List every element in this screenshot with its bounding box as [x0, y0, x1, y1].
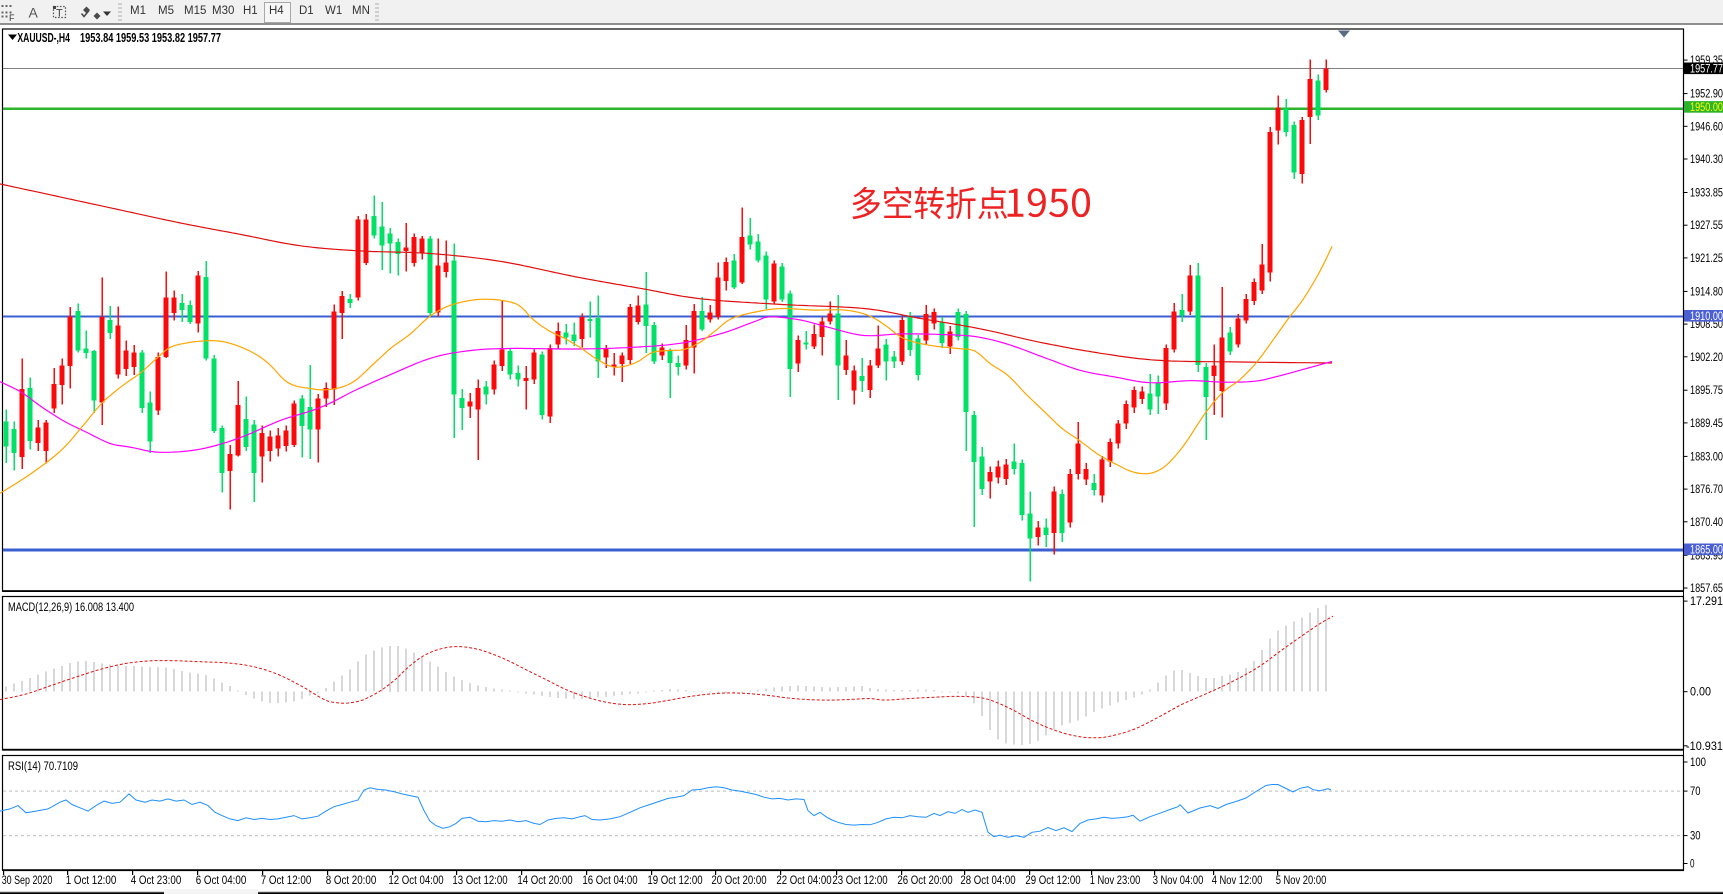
svg-text:1940.30: 1940.30 — [1690, 154, 1723, 166]
svg-text:8 Oct 20:00: 8 Oct 20:00 — [326, 875, 377, 887]
svg-text:T: T — [56, 8, 63, 20]
svg-text:6 Oct 04:00: 6 Oct 04:00 — [196, 875, 247, 887]
svg-text:28 Oct 04:00: 28 Oct 04:00 — [960, 875, 1015, 887]
svg-text:1 Oct 12:00: 1 Oct 12:00 — [66, 875, 117, 887]
svg-text:1895.75: 1895.75 — [1690, 385, 1723, 397]
svg-text:17.291: 17.291 — [1690, 596, 1723, 608]
svg-text:XAUUSD-,H4: XAUUSD-,H4 — [17, 31, 70, 45]
svg-text:A: A — [29, 5, 39, 21]
svg-text:1952.90: 1952.90 — [1690, 89, 1723, 101]
svg-text:1921.25: 1921.25 — [1690, 253, 1723, 265]
svg-text:1870.40: 1870.40 — [1690, 517, 1723, 529]
svg-text:1914.80: 1914.80 — [1690, 286, 1723, 298]
svg-text:26 Oct 20:00: 26 Oct 20:00 — [897, 875, 952, 887]
svg-text:5 Nov 20:00: 5 Nov 20:00 — [1276, 875, 1327, 887]
svg-text:23 Oct 12:00: 23 Oct 12:00 — [832, 875, 887, 887]
svg-text:1 Nov 23:00: 1 Nov 23:00 — [1090, 875, 1141, 887]
svg-text:22 Oct 04:00: 22 Oct 04:00 — [776, 875, 831, 887]
svg-text:13 Oct 12:00: 13 Oct 12:00 — [452, 875, 507, 887]
svg-text:RSI(14) 70.7109: RSI(14) 70.7109 — [8, 761, 78, 773]
svg-text:7 Oct 12:00: 7 Oct 12:00 — [261, 875, 312, 887]
svg-text:1857.65: 1857.65 — [1690, 583, 1723, 595]
svg-text:19 Oct 12:00: 19 Oct 12:00 — [647, 875, 702, 887]
svg-text:1865.00: 1865.00 — [1690, 545, 1723, 557]
svg-text:1946.60: 1946.60 — [1690, 121, 1723, 133]
svg-text:16 Oct 04:00: 16 Oct 04:00 — [582, 875, 637, 887]
svg-text:1957.77: 1957.77 — [1690, 64, 1723, 76]
svg-text:4 Nov 12:00: 4 Nov 12:00 — [1212, 875, 1263, 887]
svg-text:-10.931: -10.931 — [1686, 741, 1723, 753]
svg-text:1910.00: 1910.00 — [1690, 311, 1723, 323]
svg-text:1908.50: 1908.50 — [1690, 319, 1723, 331]
svg-text:0: 0 — [1690, 859, 1695, 871]
svg-text:MACD(12,26,9) 16.008 13.400: MACD(12,26,9) 16.008 13.400 — [8, 602, 134, 614]
svg-text:100: 100 — [1690, 757, 1706, 769]
svg-text:1876.70: 1876.70 — [1690, 484, 1723, 496]
svg-text:0.00: 0.00 — [1690, 687, 1711, 699]
svg-text:30 Sep 2020: 30 Sep 2020 — [2, 875, 53, 887]
svg-text:1889.45: 1889.45 — [1690, 418, 1723, 430]
svg-text:29 Oct 12:00: 29 Oct 12:00 — [1025, 875, 1080, 887]
svg-text:F: F — [9, 13, 15, 23]
svg-text:1953.84 1959.53 1953.82 1957.7: 1953.84 1959.53 1953.82 1957.77 — [80, 31, 221, 45]
svg-text:20 Oct 20:00: 20 Oct 20:00 — [711, 875, 766, 887]
svg-text:14 Oct 20:00: 14 Oct 20:00 — [517, 875, 572, 887]
svg-text:70: 70 — [1690, 786, 1701, 798]
svg-text:12 Oct 04:00: 12 Oct 04:00 — [388, 875, 443, 887]
svg-text:1933.85: 1933.85 — [1690, 188, 1723, 200]
svg-text:1883.00: 1883.00 — [1690, 451, 1723, 463]
svg-text:1902.20: 1902.20 — [1690, 352, 1723, 364]
svg-text:1950.00: 1950.00 — [1690, 102, 1723, 114]
svg-text:30: 30 — [1690, 831, 1701, 843]
svg-text:4 Oct 23:00: 4 Oct 23:00 — [131, 875, 182, 887]
svg-text:3 Nov 04:00: 3 Nov 04:00 — [1153, 875, 1204, 887]
svg-text:1927.55: 1927.55 — [1690, 220, 1723, 232]
